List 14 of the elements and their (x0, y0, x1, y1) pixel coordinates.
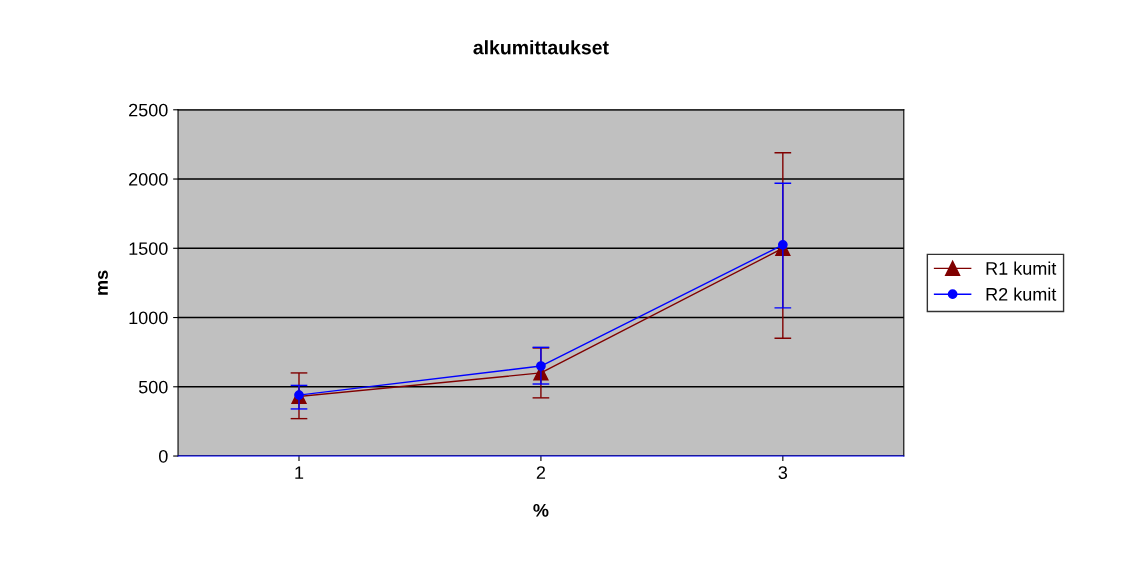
y-tick-label: 500 (138, 380, 168, 394)
x-tick-label: 3 (778, 466, 788, 480)
chart-title: alkumittaukset (473, 40, 609, 55)
x-tick-label: 1 (295, 466, 304, 479)
legend-label: R2 kumit (986, 287, 1057, 301)
legend-label: R1 kumit (986, 261, 1057, 275)
y-axis-title: ms (98, 270, 108, 295)
x-tick-label: 2 (536, 466, 546, 479)
y-tick-label: 2500 (129, 103, 168, 117)
y-tick-label: 2000 (129, 172, 168, 186)
y-tick-label: 1500 (129, 242, 168, 255)
y-tick-label: 1000 (129, 311, 168, 325)
x-axis-title: % (533, 503, 549, 517)
y-tick-label: 0 (158, 449, 168, 463)
